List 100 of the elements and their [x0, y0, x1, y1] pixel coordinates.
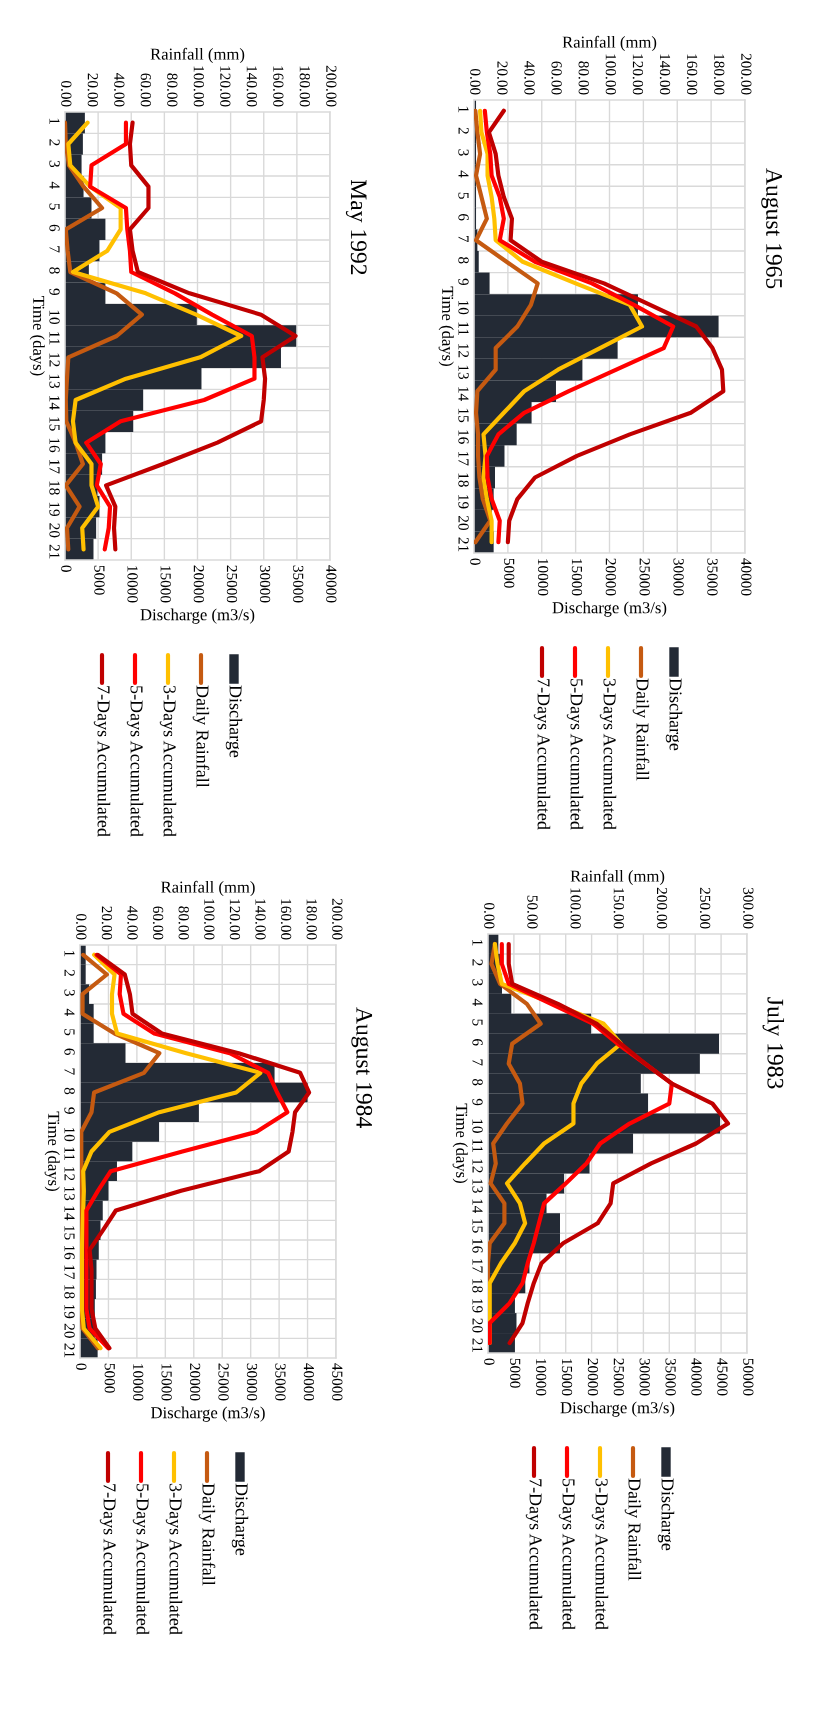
y-tick-label: 5 [472, 1019, 483, 1026]
legend-label: 7-Days Accumulated [99, 1484, 117, 1635]
x2-axis-title: Rainfall (mm) [161, 880, 255, 897]
x-tick-label: 5000 [104, 1363, 115, 1393]
x2-tick-label: 100.00 [204, 899, 215, 940]
y-tick-label: 7 [49, 246, 60, 253]
x-tick-label: 10000 [133, 1364, 144, 1401]
y-tick-label: 19 [49, 502, 60, 517]
y-tick-label: 12 [458, 344, 469, 358]
x2-tick-label: 0.00 [484, 902, 495, 929]
x-axis-title: Discharge (m3/s) [552, 601, 667, 617]
y-tick-label: 3 [49, 160, 60, 168]
x-tick-label: 40000 [303, 1363, 315, 1401]
x-tick-label: 30000 [259, 565, 271, 603]
text: August 1965 [761, 168, 782, 289]
x-tick-label: 25000 [613, 1358, 624, 1396]
x2-tick-label: 60.00 [551, 61, 562, 95]
y-tick-label: 16 [64, 1245, 75, 1260]
y-tick-label: 20 [472, 1318, 483, 1333]
x-tick-label: 15000 [160, 566, 171, 603]
y-tick-label: 14 [458, 387, 469, 401]
x-tick-label: 10000 [537, 559, 549, 596]
y-tick-label: 18 [49, 481, 60, 495]
y-tick-label: 1 [49, 118, 60, 125]
x2-tick-label: 20.00 [497, 61, 508, 95]
y-tick-label: 14 [472, 1199, 483, 1214]
x2-tick-label: 150.00 [613, 888, 624, 929]
y-tick-label: 1 [458, 106, 469, 113]
y-tick-label: 11 [64, 1147, 75, 1160]
x2-tick-label: 100.00 [193, 66, 204, 107]
x2-tick-label: 160.00 [280, 899, 292, 940]
x2-tick-label: 140.00 [246, 66, 257, 107]
legend-label: 7-Days Accumulated [93, 686, 111, 837]
y-tick-label: 14 [49, 396, 60, 410]
x2-tick-label: 0.00 [470, 68, 481, 95]
x2-tick-label: 60.00 [140, 73, 151, 107]
y-tick-label: 20 [49, 523, 60, 538]
x-tick-label: 5000 [94, 565, 105, 595]
y-tick-label: 9 [458, 278, 469, 286]
legend-label: 5-Days Accumulated [558, 1479, 576, 1630]
legend-label: Discharge [657, 1478, 675, 1551]
x2-tick-label: 40.00 [524, 61, 535, 95]
y-tick-label: 15 [64, 1226, 75, 1240]
y-tick-label: 13 [49, 374, 60, 389]
x-tick-label: 0 [61, 565, 72, 572]
x-tick-label: 0 [76, 1363, 87, 1370]
x2-tick-label: 200.00 [332, 898, 343, 940]
y-axis-title: Time (days) [452, 1103, 468, 1183]
x-tick-label: 40000 [326, 565, 337, 603]
y-tick-label: 16 [49, 438, 60, 453]
x-tick-label: 15000 [561, 1359, 573, 1396]
y-tick-label: 8 [472, 1078, 483, 1086]
y-tick-label: 21 [49, 544, 60, 559]
x2-tick-label: 200.00 [741, 53, 752, 95]
legend-label: 5-Days Accumulated [132, 1484, 150, 1635]
x2-tick-label: 140.00 [255, 899, 266, 940]
text: July 1983 [762, 997, 785, 1089]
legend-label: 7-Days Accumulated [533, 679, 551, 830]
y-tick-label: 10 [472, 1119, 483, 1133]
x2-axis-title: Rainfall (mm) [562, 35, 657, 52]
x2-tick-label: 20.00 [87, 73, 98, 107]
x-tick-label: 20000 [189, 1363, 201, 1401]
legend-label: 5-Days Accumulated [566, 679, 584, 830]
x2-axis-title: Rainfall (mm) [150, 47, 245, 64]
x2-tick-label: 160.00 [686, 54, 698, 95]
y-tick-label: 17 [458, 451, 469, 466]
y-tick-label: 6 [49, 224, 60, 232]
x2-tick-label: 20.00 [101, 906, 113, 940]
y-tick-label: 13 [458, 365, 469, 380]
y-tick-label: 12 [49, 353, 60, 367]
y-tick-label: 18 [458, 473, 469, 487]
x-axis-title: Discharge (m3/s) [151, 1406, 265, 1422]
legend-label: 3-Days Accumulated [591, 1478, 609, 1630]
x-tick-label: 0 [484, 1358, 495, 1365]
x-tick-label: 30000 [246, 1363, 258, 1401]
y-tick-label: 10 [49, 310, 60, 325]
x2-tick-label: 180.00 [306, 899, 317, 940]
y-tick-label: 9 [472, 1098, 483, 1106]
y-tick-label: 12 [64, 1167, 75, 1181]
y-tick-label: 2 [64, 969, 75, 976]
x2-tick-label: 120.00 [229, 899, 241, 940]
y-tick-label: 9 [49, 288, 60, 296]
y-tick-label: 3 [64, 989, 75, 996]
y-tick-label: 20 [458, 516, 469, 531]
x2-tick-label: 120.00 [632, 54, 644, 95]
y-tick-label: 2 [49, 139, 60, 146]
x-tick-label: 10000 [535, 1359, 547, 1396]
x-tick-label: 10000 [127, 566, 138, 603]
legend-label: Daily Rainfall [192, 685, 210, 788]
y-tick-label: 6 [458, 214, 469, 221]
x-axis-title: Discharge (m3/s) [560, 1401, 675, 1417]
y-tick-label: 2 [472, 959, 483, 966]
y-tick-label: 8 [64, 1087, 75, 1095]
y-tick-label: 16 [472, 1239, 483, 1253]
y-axis-title: Time (days) [44, 1111, 60, 1191]
y-tick-label: 4 [472, 998, 483, 1006]
y-tick-label: 16 [458, 430, 469, 444]
x-tick-label: 30000 [673, 558, 684, 596]
x2-tick-label: 180.00 [299, 66, 310, 107]
y-tick-label: 8 [49, 267, 60, 274]
